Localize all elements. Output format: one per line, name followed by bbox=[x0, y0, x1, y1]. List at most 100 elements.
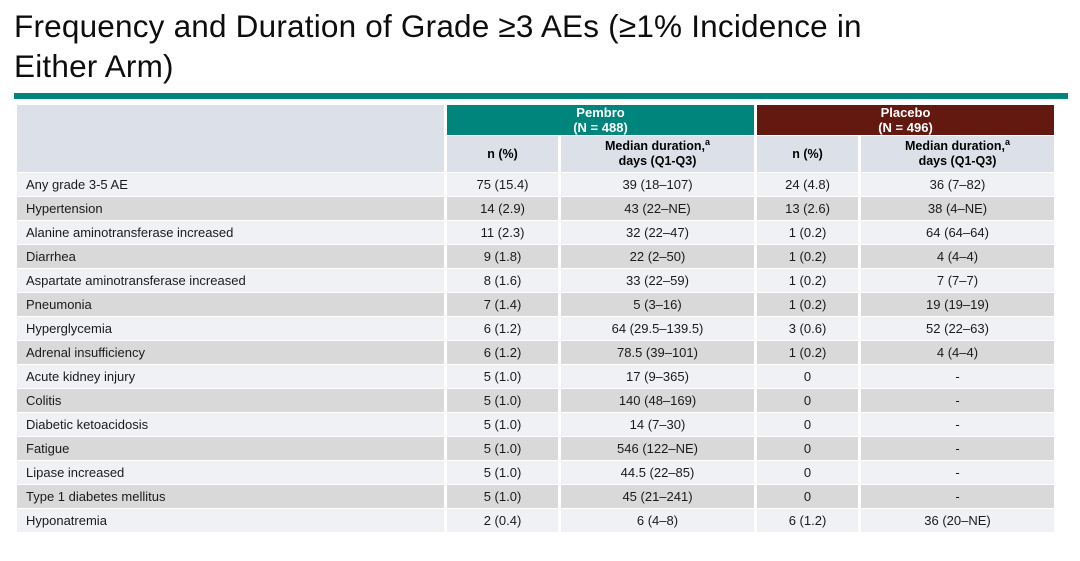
title-line-1: Frequency and Duration of Grade ≥3 AEs (… bbox=[14, 8, 862, 44]
ae-name-cell: Hypertension bbox=[14, 196, 447, 221]
pembro-arm-header: Pembro (N = 488) bbox=[444, 104, 757, 136]
table-row: Alanine aminotransferase increased 11 (2.… bbox=[14, 220, 1057, 245]
pembro-npct-header: n (%) bbox=[444, 135, 561, 173]
pembro-n-cell: 6 (1.2) bbox=[444, 340, 561, 365]
pembro-duration-cell: 140 (48–169) bbox=[558, 388, 757, 413]
placebo-duration-cell: 52 (22–63) bbox=[858, 316, 1057, 341]
pembro-duration-cell: 78.5 (39–101) bbox=[558, 340, 757, 365]
placebo-arm-label: Placebo bbox=[880, 105, 931, 120]
ae-name-cell: Diabetic ketoacidosis bbox=[14, 412, 447, 437]
pembro-arm-n: (N = 488) bbox=[573, 120, 628, 135]
sub-header-row: n (%) Median duration,a days (Q1-Q3) n (… bbox=[16, 135, 1057, 173]
ae-name-cell: Aspartate aminotransferase increased bbox=[14, 268, 447, 293]
placebo-duration-cell: 4 (4–4) bbox=[858, 244, 1057, 269]
placebo-n-cell: 24 (4.8) bbox=[754, 172, 861, 197]
npct-label: n (%) bbox=[487, 146, 518, 161]
table-row: Pneumonia 7 (1.4) 5 (3–16) 1 (0.2) 19 (19–19… bbox=[14, 292, 1057, 317]
ae-name-cell: Diarrhea bbox=[14, 244, 447, 269]
placebo-n-cell: 0 bbox=[754, 388, 861, 413]
pembro-duration-cell: 17 (9–365) bbox=[558, 364, 757, 389]
placebo-n-cell: 1 (0.2) bbox=[754, 244, 861, 269]
table-row: Diarrhea 9 (1.8) 22 (2–50) 1 (0.2) 4 (4–4) bbox=[14, 244, 1057, 269]
placebo-duration-cell: - bbox=[858, 412, 1057, 437]
pembro-n-cell: 75 (15.4) bbox=[444, 172, 561, 197]
pembro-duration-cell: 546 (122–NE) bbox=[558, 436, 757, 461]
ae-name-cell: Alanine aminotransferase increased bbox=[14, 220, 447, 245]
pembro-duration-cell: 44.5 (22–85) bbox=[558, 460, 757, 485]
arm-header-row: Pembro (N = 488) Placebo (N = 496) bbox=[14, 104, 1057, 173]
duration-footnote-marker: a bbox=[1004, 136, 1010, 147]
pembro-n-cell: 11 (2.3) bbox=[444, 220, 561, 245]
duration-sublabel: days (Q1-Q3) bbox=[918, 154, 997, 168]
duration-sublabel: days (Q1-Q3) bbox=[618, 154, 697, 168]
table-row: Type 1 diabetes mellitus 5 (1.0) 45 (21–24… bbox=[14, 484, 1057, 509]
placebo-duration-cell: 19 (19–19) bbox=[858, 292, 1057, 317]
ae-name-cell: Type 1 diabetes mellitus bbox=[14, 484, 447, 509]
pembro-duration-cell: 39 (18–107) bbox=[558, 172, 757, 197]
pembro-n-cell: 5 (1.0) bbox=[444, 412, 561, 437]
title-line-2: Either Arm) bbox=[14, 48, 174, 84]
pembro-n-cell: 14 (2.9) bbox=[444, 196, 561, 221]
placebo-n-cell: 1 (0.2) bbox=[754, 220, 861, 245]
title-underline bbox=[14, 93, 1068, 99]
ae-table-body: Any grade 3-5 AE 75 (15.4) 39 (18–107) 24 (… bbox=[14, 172, 1057, 533]
corner-cell bbox=[14, 104, 447, 173]
placebo-n-cell: 6 (1.2) bbox=[754, 508, 861, 533]
placebo-n-cell: 0 bbox=[754, 364, 861, 389]
ae-name-cell: Pneumonia bbox=[14, 292, 447, 317]
ae-name-cell: Colitis bbox=[14, 388, 447, 413]
placebo-n-cell: 1 (0.2) bbox=[754, 340, 861, 365]
pembro-duration-cell: 6 (4–8) bbox=[558, 508, 757, 533]
placebo-duration-cell: 4 (4–4) bbox=[858, 340, 1057, 365]
placebo-duration-cell: - bbox=[858, 364, 1057, 389]
ae-name-cell: Fatigue bbox=[14, 436, 447, 461]
table-row: Lipase increased 5 (1.0) 44.5 (22–85) 0- bbox=[14, 460, 1057, 485]
pembro-n-cell: 5 (1.0) bbox=[444, 484, 561, 509]
ae-table: Pembro (N = 488) Placebo (N = 496) n (%)… bbox=[14, 104, 1057, 533]
npct-label: n (%) bbox=[792, 146, 823, 161]
pembro-duration-cell: 33 (22–59) bbox=[558, 268, 757, 293]
placebo-n-cell: 1 (0.2) bbox=[754, 292, 861, 317]
placebo-duration-cell: 38 (4–NE) bbox=[858, 196, 1057, 221]
pembro-arm-label: Pembro bbox=[576, 105, 625, 120]
pembro-n-cell: 5 (1.0) bbox=[444, 364, 561, 389]
pembro-n-cell: 5 (1.0) bbox=[444, 436, 561, 461]
placebo-arm-n: (N = 496) bbox=[878, 120, 933, 135]
ae-name-cell: Hyponatremia bbox=[14, 508, 447, 533]
placebo-n-cell: 3 (0.6) bbox=[754, 316, 861, 341]
table-row: Acute kidney injury 5 (1.0) 17 (9–365) 0- bbox=[14, 364, 1057, 389]
placebo-n-cell: 0 bbox=[754, 460, 861, 485]
ae-name-cell: Any grade 3-5 AE bbox=[14, 172, 447, 197]
placebo-n-cell: 0 bbox=[754, 484, 861, 509]
ae-name-cell: Hyperglycemia bbox=[14, 316, 447, 341]
placebo-duration-cell: - bbox=[858, 484, 1057, 509]
table-row: Any grade 3-5 AE 75 (15.4) 39 (18–107) 24 (… bbox=[14, 172, 1057, 197]
placebo-duration-cell: - bbox=[858, 388, 1057, 413]
table-row: Fatigue 5 (1.0) 546 (122–NE) 0- bbox=[14, 436, 1057, 461]
pembro-duration-header: Median duration,a days (Q1-Q3) bbox=[558, 135, 757, 173]
pembro-n-cell: 6 (1.2) bbox=[444, 316, 561, 341]
pembro-n-cell: 9 (1.8) bbox=[444, 244, 561, 269]
placebo-duration-cell: 7 (7–7) bbox=[858, 268, 1057, 293]
placebo-duration-cell: 64 (64–64) bbox=[858, 220, 1057, 245]
pembro-duration-cell: 45 (21–241) bbox=[558, 484, 757, 509]
pembro-n-cell: 5 (1.0) bbox=[444, 460, 561, 485]
pembro-duration-cell: 64 (29.5–139.5) bbox=[558, 316, 757, 341]
ae-name-cell: Lipase increased bbox=[14, 460, 447, 485]
pembro-n-cell: 8 (1.6) bbox=[444, 268, 561, 293]
table-row: Hyperglycemia 6 (1.2) 64 (29.5–139.5) 3 (0.… bbox=[14, 316, 1057, 341]
duration-label: Median duration, bbox=[904, 139, 1005, 153]
pembro-n-cell: 5 (1.0) bbox=[444, 388, 561, 413]
duration-label: Median duration, bbox=[604, 139, 705, 153]
placebo-duration-header: Median duration,a days (Q1-Q3) bbox=[858, 135, 1057, 173]
ae-name-cell: Adrenal insufficiency bbox=[14, 340, 447, 365]
placebo-duration-cell: - bbox=[858, 436, 1057, 461]
page-title: Frequency and Duration of Grade ≥3 AEs (… bbox=[14, 6, 862, 86]
pembro-n-cell: 7 (1.4) bbox=[444, 292, 561, 317]
placebo-duration-cell: 36 (20–NE) bbox=[858, 508, 1057, 533]
placebo-duration-cell: 36 (7–82) bbox=[858, 172, 1057, 197]
table-row: Aspartate aminotransferase increased 8 (1… bbox=[14, 268, 1057, 293]
pembro-duration-cell: 22 (2–50) bbox=[558, 244, 757, 269]
placebo-n-cell: 13 (2.6) bbox=[754, 196, 861, 221]
